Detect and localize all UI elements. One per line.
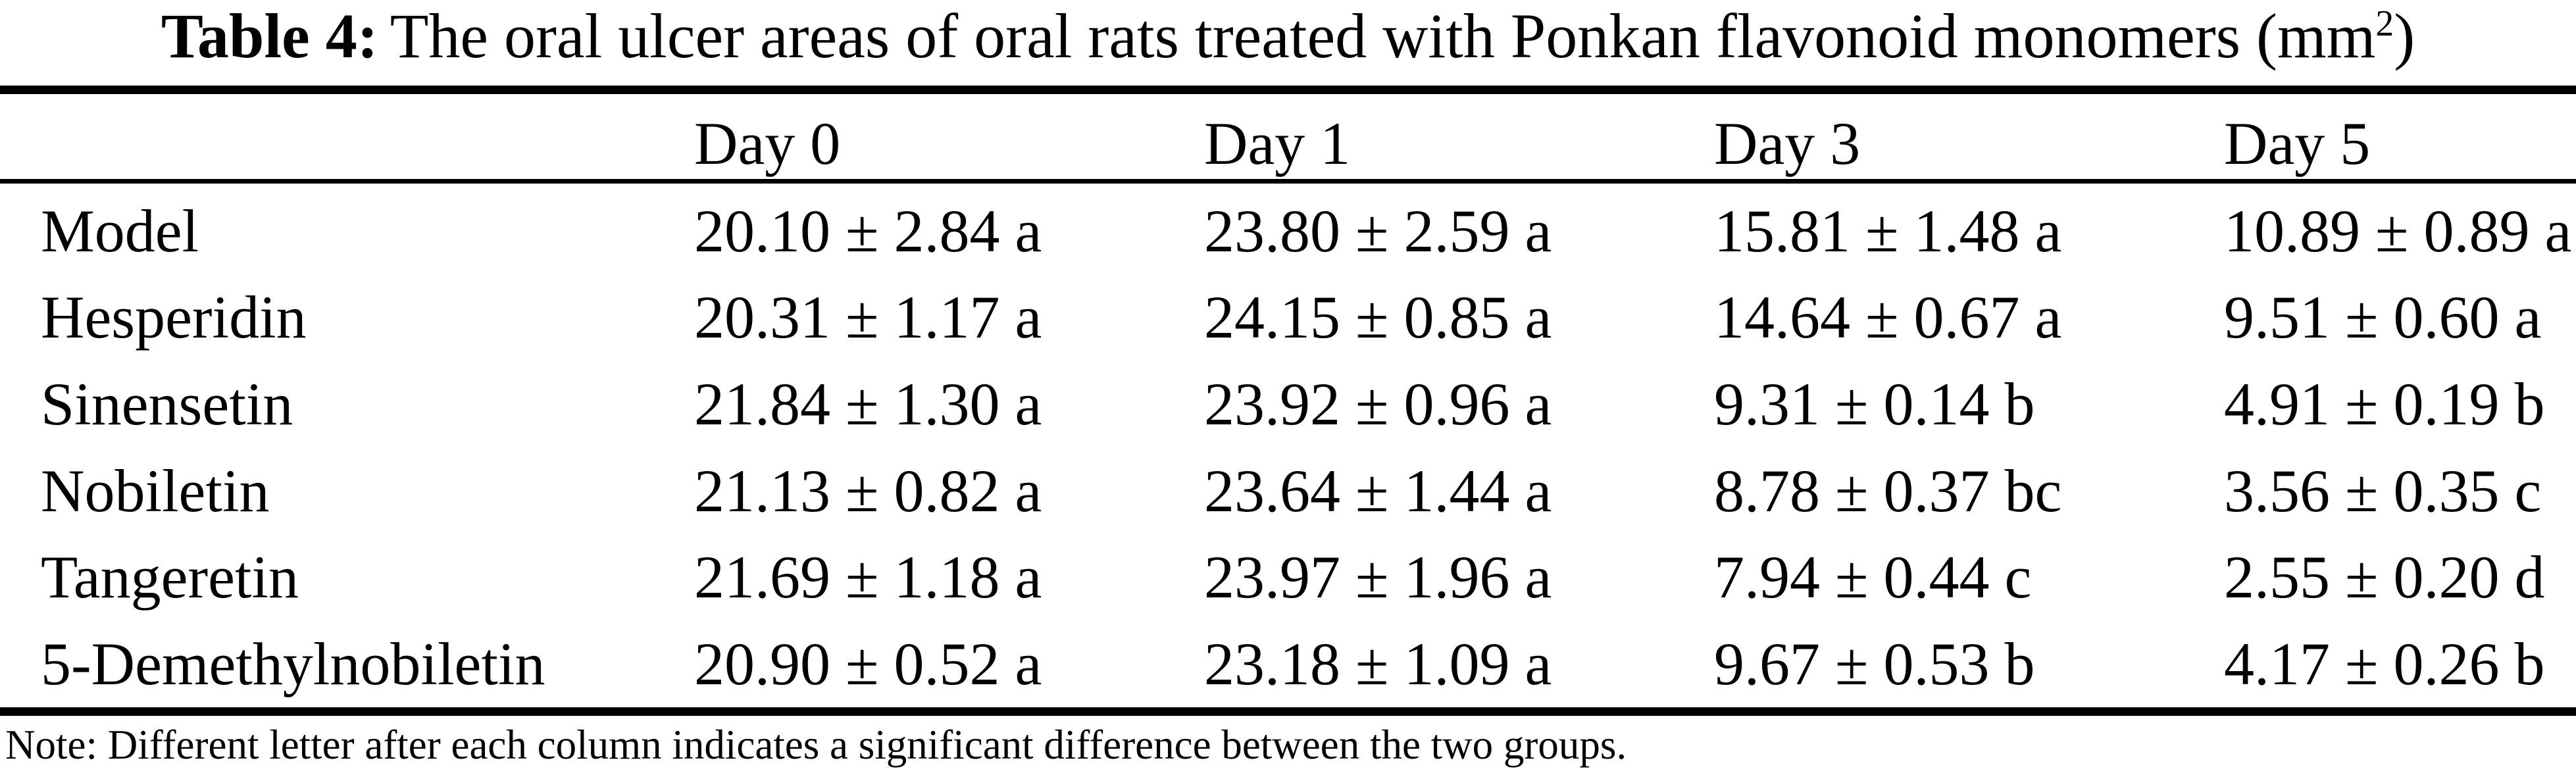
footnote: Note: Different letter after each column… <box>5 722 1627 768</box>
table-row: Hesperidin 20.31 ± 1.17 a 24.15 ± 0.85 a… <box>0 274 2576 361</box>
table-row: 5-Demethylnobiletin 20.90 ± 0.52 a 23.18… <box>0 621 2576 707</box>
cell-day-1: 23.64 ± 1.44 a <box>1204 457 1552 524</box>
cell-day-1: 23.92 ± 0.96 a <box>1204 370 1552 438</box>
table-row: Model 20.10 ± 2.84 a 23.80 ± 2.59 a 15.8… <box>0 188 2576 274</box>
cell-day-3: 14.64 ± 0.67 a <box>1714 284 2062 351</box>
cell-day-5: 3.56 ± 0.35 c <box>2224 457 2542 524</box>
cell-day-3: 9.31 ± 0.14 b <box>1714 370 2035 438</box>
header-rule-divider <box>0 179 2576 184</box>
cell-day-5: 9.51 ± 0.60 a <box>2224 284 2542 351</box>
cell-day-1: 23.80 ± 2.59 a <box>1204 197 1552 264</box>
table-row: Sinensetin 21.84 ± 1.30 a 23.92 ± 0.96 a… <box>0 361 2576 447</box>
cell-day-1: 24.15 ± 0.85 a <box>1204 284 1552 351</box>
table-title-text: The oral ulcer areas of oral rats treate… <box>390 1 2376 71</box>
row-label: 5-Demethylnobiletin <box>41 630 545 698</box>
row-label: Model <box>41 197 199 264</box>
column-header-day-1: Day 1 <box>1204 109 1351 177</box>
table-row: Nobiletin 21.13 ± 0.82 a 23.64 ± 1.44 a … <box>0 447 2576 534</box>
cell-day-3: 7.94 ± 0.44 c <box>1714 543 2032 611</box>
row-label: Sinensetin <box>41 370 293 438</box>
column-header-day-5: Day 5 <box>2224 109 2371 177</box>
cell-day-0: 21.13 ± 0.82 a <box>694 457 1042 524</box>
cell-day-3: 9.67 ± 0.53 b <box>1714 630 2035 698</box>
cell-day-3: 8.78 ± 0.37 bc <box>1714 457 2062 524</box>
column-header-day-3: Day 3 <box>1714 109 1861 177</box>
cell-day-0: 21.69 ± 1.18 a <box>694 543 1042 611</box>
cell-day-1: 23.97 ± 1.96 a <box>1204 543 1552 611</box>
row-label: Tangeretin <box>41 543 299 611</box>
table-title-label: Table 4: <box>161 1 378 71</box>
cell-day-5: 4.17 ± 0.26 b <box>2224 630 2545 698</box>
cell-day-0: 21.84 ± 1.30 a <box>694 370 1042 438</box>
table-body: Model 20.10 ± 2.84 a 23.80 ± 2.59 a 15.8… <box>0 188 2576 707</box>
row-label: Nobiletin <box>41 457 270 524</box>
cell-day-0: 20.90 ± 0.52 a <box>694 630 1042 698</box>
column-header-day-0: Day 0 <box>694 109 841 177</box>
table-title-superscript: 2 <box>2375 3 2394 44</box>
bottom-rule-divider <box>0 707 2576 716</box>
cell-day-5: 4.91 ± 0.19 b <box>2224 370 2545 438</box>
cell-day-0: 20.10 ± 2.84 a <box>694 197 1042 264</box>
top-rule-divider <box>0 86 2576 94</box>
table-title-suffix: ) <box>2394 1 2415 71</box>
table-title: Table 4: The oral ulcer areas of oral rat… <box>0 0 2576 72</box>
cell-day-5: 2.55 ± 0.20 d <box>2224 543 2545 611</box>
row-label: Hesperidin <box>41 284 307 351</box>
cell-day-3: 15.81 ± 1.48 a <box>1714 197 2062 264</box>
table-header-row: Day 0 Day 1 Day 3 Day 5 <box>0 94 2576 179</box>
table-row: Tangeretin 21.69 ± 1.18 a 23.97 ± 1.96 a… <box>0 534 2576 620</box>
cell-day-5: 10.89 ± 0.89 a <box>2224 197 2572 264</box>
cell-day-0: 20.31 ± 1.17 a <box>694 284 1042 351</box>
cell-day-1: 23.18 ± 1.09 a <box>1204 630 1552 698</box>
